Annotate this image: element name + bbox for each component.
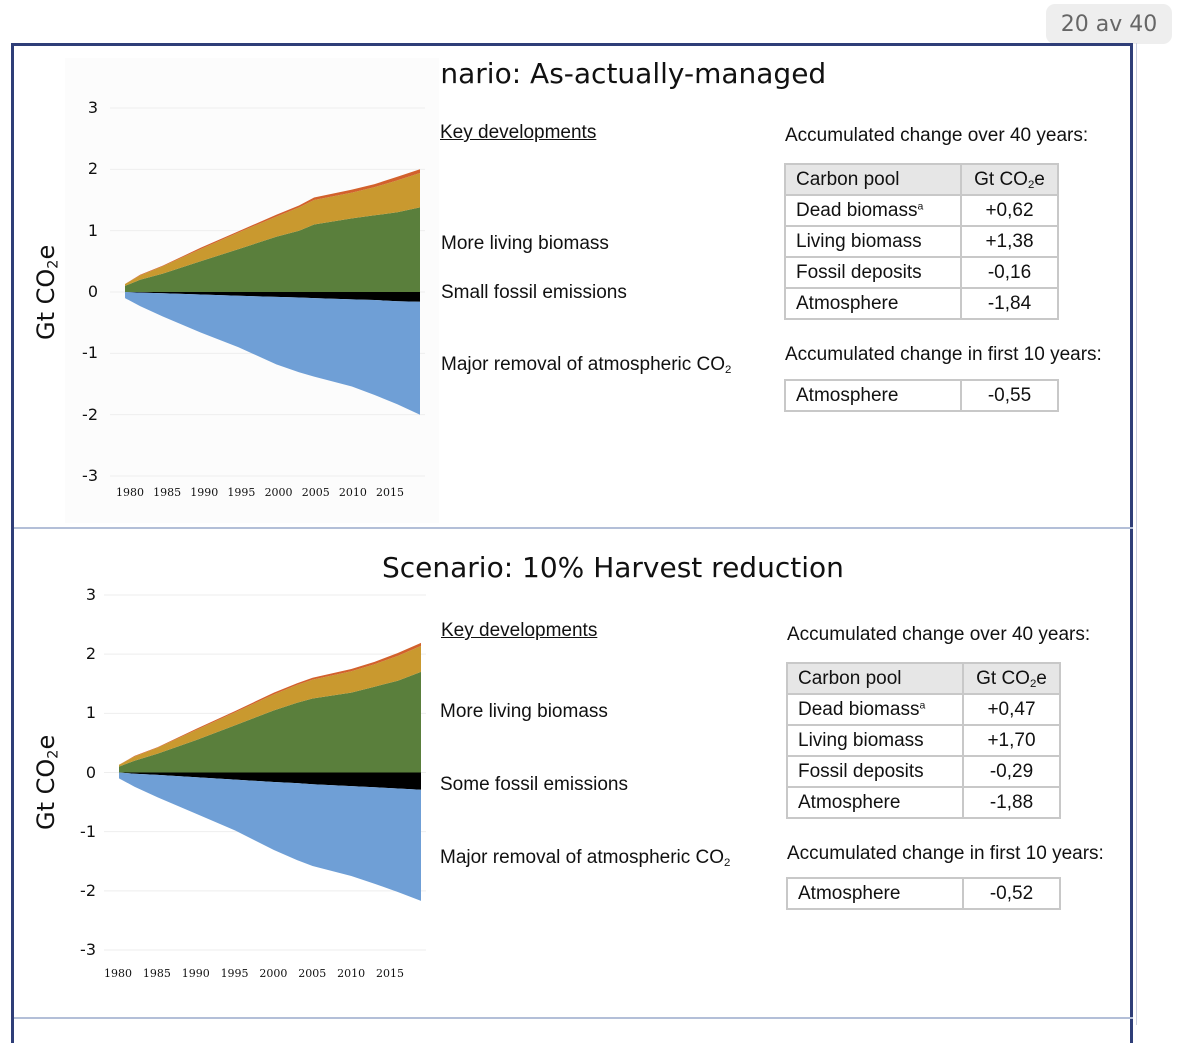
y-tick-label: 2 bbox=[87, 159, 98, 179]
scenario-title: Scenario: As-actually-managed bbox=[390, 57, 827, 90]
y-tick-label: -2 bbox=[80, 880, 96, 900]
development-atmosphere: Major removal of atmospheric CO2 bbox=[440, 847, 731, 869]
accumulated-40-heading: Accumulated change over 40 years: bbox=[787, 624, 1091, 645]
x-tick-label: 1985 bbox=[142, 967, 171, 980]
y-tick-label: -1 bbox=[80, 821, 96, 841]
row-value: -0,52 bbox=[962, 877, 1061, 910]
y-tick-label: 3 bbox=[87, 98, 98, 117]
development-living-biomass: More living biomass bbox=[441, 233, 609, 254]
wood-products-area bbox=[125, 169, 420, 284]
row-value: -1,84 bbox=[960, 287, 1059, 320]
row-name: Atmosphere bbox=[786, 786, 964, 819]
x-tick-label: 2015 bbox=[376, 486, 404, 499]
x-tick-label: 1990 bbox=[190, 486, 219, 499]
fossil-deposits-area bbox=[125, 292, 420, 302]
y-tick-label: -2 bbox=[82, 404, 98, 424]
y-tick-label: 0 bbox=[87, 282, 98, 301]
row-value: +0,62 bbox=[960, 194, 1059, 227]
panel-divider-bottom bbox=[14, 1017, 1133, 1019]
development-living-biomass: More living biomass bbox=[440, 701, 608, 722]
frame-edge bbox=[1136, 43, 1137, 1025]
living-biomass-area bbox=[125, 207, 420, 292]
row-name: Dead biomassa bbox=[784, 194, 962, 227]
row-name: Dead biomassa bbox=[786, 693, 964, 726]
x-tick-label: 2010 bbox=[338, 486, 367, 499]
development-atmosphere: Major removal of atmospheric CO2 bbox=[441, 354, 732, 376]
y-tick-label: -3 bbox=[82, 466, 98, 485]
y-tick-label: 1 bbox=[87, 220, 98, 240]
x-tick-label: 1990 bbox=[181, 967, 210, 980]
atmosphere-area bbox=[125, 292, 420, 415]
y-tick-label: 0 bbox=[85, 762, 96, 782]
row-name: Atmosphere bbox=[784, 287, 962, 320]
x-tick-label: 2015 bbox=[376, 967, 404, 980]
x-tick-label: 1980 bbox=[104, 967, 132, 980]
y-tick-label: -1 bbox=[82, 343, 98, 363]
carbon-pool-table: Carbon pool Gt CO2e Dead biomassa +0,62 Li… bbox=[784, 163, 1059, 320]
x-tick-label: 2000 bbox=[259, 967, 288, 980]
col-gt-co2e: Gt CO2e bbox=[960, 163, 1059, 196]
row-value: +1,70 bbox=[962, 724, 1061, 757]
x-tick-label: 2005 bbox=[301, 486, 330, 499]
row-value: +0,47 bbox=[962, 693, 1061, 726]
y-tick-label: 3 bbox=[85, 585, 96, 604]
key-developments-heading: Key developments bbox=[441, 620, 598, 641]
x-tick-label: 1985 bbox=[153, 486, 182, 499]
row-value: +1,38 bbox=[960, 225, 1059, 258]
y-tick-label: 2 bbox=[85, 644, 96, 664]
row-value: -0,29 bbox=[962, 755, 1061, 788]
accumulated-10-heading: Accumulated change in first 10 years: bbox=[785, 344, 1102, 365]
col-carbon-pool: Carbon pool bbox=[786, 662, 964, 695]
accumulated-10-heading: Accumulated change in first 10 years: bbox=[787, 843, 1104, 864]
first-10-years-table: Atmosphere -0,55 bbox=[784, 379, 1059, 412]
key-developments-heading: Key developments bbox=[440, 122, 597, 143]
col-carbon-pool: Carbon pool bbox=[784, 163, 962, 196]
scenario-title: Scenario: 10% Harvest reduction bbox=[382, 551, 844, 584]
row-name: Fossil deposits bbox=[784, 256, 962, 289]
x-tick-label: 1995 bbox=[220, 967, 249, 980]
first-10-years-table: Atmosphere -0,52 bbox=[786, 877, 1061, 910]
col-gt-co2e: Gt CO2e bbox=[962, 662, 1061, 695]
row-name: Atmosphere bbox=[784, 379, 962, 412]
x-tick-label: 2010 bbox=[337, 967, 366, 980]
row-name: Living biomass bbox=[786, 724, 964, 757]
slide-frame bbox=[11, 43, 1133, 1043]
row-value: -0,55 bbox=[960, 379, 1059, 412]
x-tick-label: 1995 bbox=[227, 486, 256, 499]
y-axis-label: Gt CO2e bbox=[32, 734, 62, 830]
y-tick-label: -3 bbox=[80, 940, 96, 959]
development-fossil: Small fossil emissions bbox=[441, 282, 627, 303]
development-fossil: Some fossil emissions bbox=[440, 774, 628, 795]
x-tick-label: 2005 bbox=[298, 967, 327, 980]
y-tick-label: 1 bbox=[85, 703, 96, 723]
row-name: Fossil deposits bbox=[786, 755, 964, 788]
panel-divider bbox=[14, 527, 1133, 529]
dead-biomass-area bbox=[125, 173, 420, 286]
row-value: -0,16 bbox=[960, 256, 1059, 289]
row-value: -1,88 bbox=[962, 786, 1061, 819]
x-tick-label: 1980 bbox=[116, 486, 144, 499]
accumulated-40-heading: Accumulated change over 40 years: bbox=[785, 125, 1089, 146]
row-name: Living biomass bbox=[784, 225, 962, 258]
x-tick-label: 2000 bbox=[264, 486, 293, 499]
carbon-pool-table: Carbon pool Gt CO2e Dead biomassa +0,47 Li… bbox=[786, 662, 1061, 819]
row-name: Atmosphere bbox=[786, 877, 964, 910]
page-indicator: 20 av 40 bbox=[1046, 4, 1172, 44]
